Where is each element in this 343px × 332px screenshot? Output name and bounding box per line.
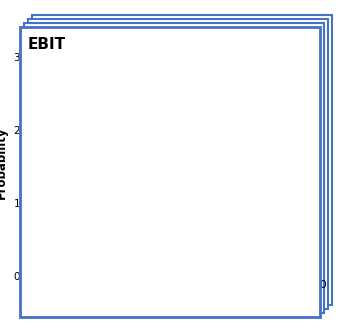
Bar [269,270,273,276]
Bar [180,256,184,276]
Bar [62,273,66,276]
Bar [109,268,112,276]
Bar [80,273,84,276]
Bar [255,267,259,276]
FancyBboxPatch shape [32,15,332,305]
Bar [266,270,269,276]
Y-axis label: Probability: Probability [0,126,8,199]
Bar [152,257,155,276]
Bar [66,274,70,276]
Bar [230,266,234,276]
Bar [227,260,230,276]
Bar [59,275,62,276]
Text: Risk-adjusted mean: Risk-adjusted mean [175,57,292,70]
Bar [116,266,119,276]
FancyBboxPatch shape [28,19,328,309]
Bar [91,268,94,276]
Bar [259,268,262,276]
Bar [312,275,316,276]
Bar [276,268,280,276]
Bar [123,264,127,276]
Bar [198,258,201,276]
Bar [98,268,102,276]
Bar [55,273,59,276]
Bar [220,263,223,276]
Bar [155,255,159,276]
Bar [251,269,255,276]
Bar [191,257,194,276]
Bar [194,261,198,276]
Bar [248,268,251,276]
Bar [187,255,191,276]
Bar [294,274,298,276]
Bar [45,275,48,276]
Bar [120,265,123,276]
Bar [134,260,137,276]
X-axis label: EBIT (€MM): EBIT (€MM) [140,296,216,309]
Bar [102,269,105,276]
Bar [287,272,291,276]
Bar [216,262,219,276]
Bar [262,269,266,276]
Bar [202,261,205,276]
Bar [212,260,216,276]
Bar [169,257,173,276]
Bar [87,269,91,276]
Bar [301,274,305,276]
Bar [273,271,276,276]
Bar [305,275,308,276]
Bar [280,273,284,276]
Bar [162,258,166,276]
Bar [166,259,169,276]
Bar [209,261,212,276]
Bar [95,271,98,276]
FancyBboxPatch shape [24,23,324,313]
Bar [237,265,241,276]
Bar [234,263,237,276]
Bar [70,270,73,276]
Bar [144,260,148,276]
Bar [84,271,87,276]
Bar [127,263,130,276]
Bar [245,267,248,276]
Bar [177,260,180,276]
Bar [159,262,162,276]
Bar [309,275,312,276]
Bar [73,273,76,276]
Bar [291,273,294,276]
Text: Planned: Planned [100,64,148,77]
Bar [223,263,226,276]
Bar [148,260,152,276]
FancyBboxPatch shape [20,27,320,317]
Bar [184,257,187,276]
Bar [205,256,209,276]
Bar [130,262,134,276]
Bar [141,257,144,276]
Bar [284,271,287,276]
Bar [298,273,301,276]
Text: EBIT: EBIT [28,37,66,52]
Bar [48,275,52,276]
Bar [241,269,244,276]
Bar [113,268,116,276]
Bar [173,255,177,276]
Bar [138,260,141,276]
Bar [105,270,109,276]
Bar [77,272,80,276]
Bar [52,274,55,276]
